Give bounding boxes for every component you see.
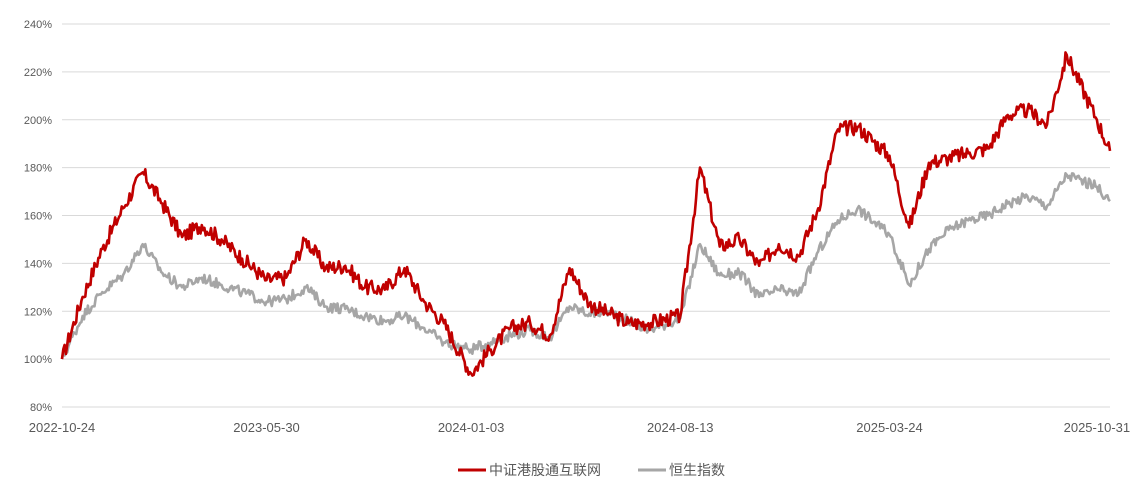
y-tick-label: 80% [30, 402, 52, 414]
series-line-hang-seng [60, 172, 1111, 360]
y-axis-ticks: 80% 100% 120% 140% 160% 180% 200% 220% 240% [24, 19, 52, 414]
legend-item-hang-seng: 恒生指数 [669, 462, 725, 478]
gridlines [62, 23, 1110, 408]
x-tick-label: 2023-05-30 [233, 420, 300, 435]
x-tick-label: 2025-03-24 [856, 420, 923, 435]
y-tick-label: 140% [24, 258, 52, 270]
x-tick-label: 2024-08-13 [647, 420, 714, 435]
x-axis-ticks: 2022-10-24 2023-05-30 2024-01-03 2024-08-13… [29, 420, 1130, 435]
x-tick-label: 2022-10-24 [29, 420, 96, 435]
series-line-csi-hk-internet [60, 51, 1112, 377]
y-tick-label: 180% [24, 163, 52, 175]
y-tick-label: 120% [24, 306, 52, 318]
y-tick-label: 100% [24, 354, 52, 366]
y-tick-label: 220% [24, 67, 52, 79]
x-tick-label: 2025-10-31 [1064, 420, 1131, 435]
x-tick-label: 2024-01-03 [438, 420, 505, 435]
series-lines [60, 51, 1112, 377]
legend-item-csi-hk-internet: 中证港股通互联网 [489, 462, 601, 478]
y-tick-label: 240% [24, 19, 52, 31]
y-tick-label: 200% [24, 115, 52, 127]
y-tick-label: 160% [24, 211, 52, 223]
legend: 中证港股通互联网 恒生指数 [458, 462, 725, 478]
